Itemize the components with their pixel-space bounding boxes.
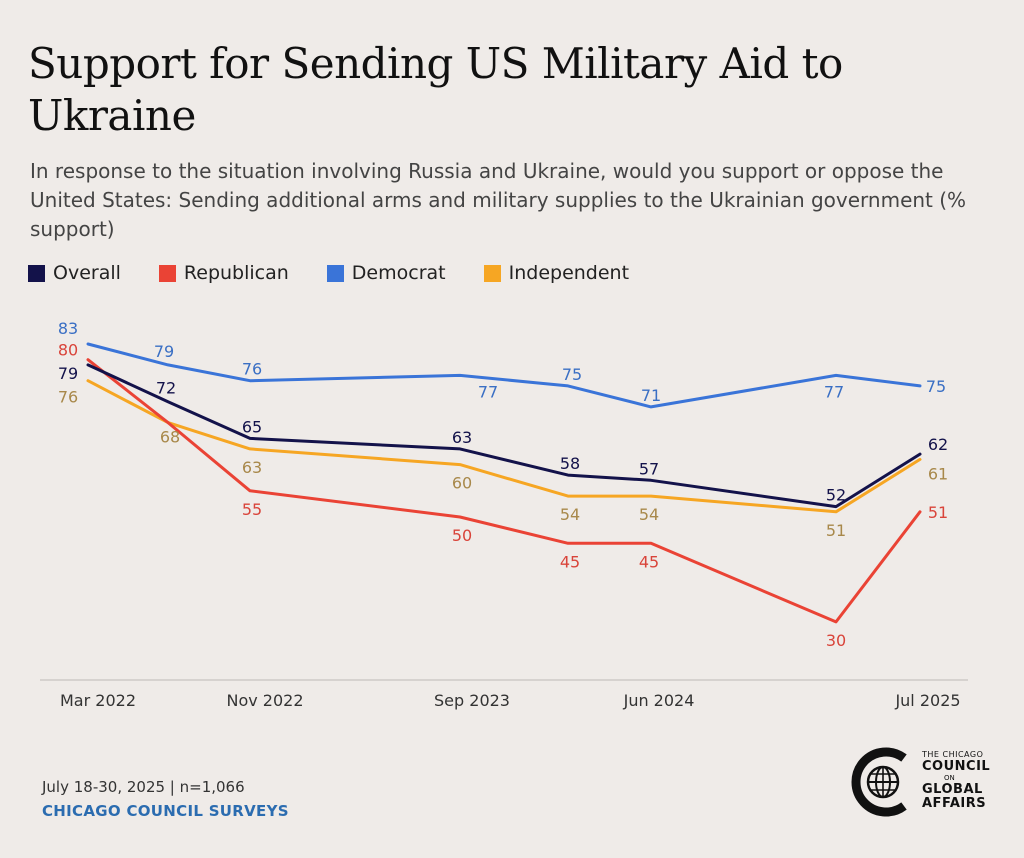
data-label-overall: 72 (156, 379, 176, 398)
data-label-overall: 65 (242, 417, 262, 436)
series-line-democrat (86, 342, 922, 409)
data-label-independent: 68 (160, 428, 180, 447)
data-label-independent: 51 (826, 521, 846, 540)
data-label-republican: 45 (560, 552, 580, 571)
data-label-independent: 61 (928, 464, 948, 483)
legend-label-democrat: Democrat (351, 262, 446, 284)
x-tick-label: Jul 2025 (894, 691, 960, 710)
legend-swatch-democrat (326, 264, 344, 282)
x-tick-label: Mar 2022 (60, 691, 136, 710)
data-label-democrat: 75 (562, 365, 582, 384)
data-label-republican: 80 (58, 341, 78, 360)
source-label: CHICAGO COUNCIL SURVEYS (42, 802, 289, 820)
x-tick-label: Jun 2024 (623, 691, 695, 710)
legend-item-independent: Independent (483, 262, 630, 284)
data-label-democrat: 71 (641, 386, 661, 405)
legend-label-independent: Independent (508, 262, 630, 284)
data-label-independent: 54 (560, 505, 580, 524)
data-label-democrat: 77 (824, 382, 844, 401)
logo-text: THE CHICAGO COUNCIL ON GLOBAL AFFAIRS (922, 750, 1002, 811)
data-label-independent: 54 (639, 505, 659, 524)
logo-c-icon (851, 747, 907, 817)
survey-date: July 18-30, 2025 | n=1,066 (42, 778, 245, 796)
data-label-independent: 63 (242, 458, 262, 477)
logo-line-1: THE CHICAGO (922, 750, 984, 759)
data-label-republican: 30 (826, 631, 846, 650)
x-tick-label: Nov 2022 (226, 691, 303, 710)
data-label-republican: 51 (928, 503, 948, 522)
logo-line-4: GLOBAL (922, 782, 983, 797)
chicago-council-logo: THE CHICAGO COUNCIL ON GLOBAL AFFAIRS (848, 742, 998, 822)
logo-line-5: AFFAIRS (922, 796, 987, 811)
series-line-independent (86, 379, 922, 514)
data-label-republican: 45 (639, 552, 659, 571)
data-label-democrat: 79 (154, 342, 174, 361)
data-label-overall: 63 (452, 428, 472, 447)
legend-label-republican: Republican (183, 262, 289, 284)
data-label-democrat: 77 (478, 382, 498, 401)
chart-subtitle: In response to the situation involving R… (30, 159, 967, 241)
series-line-overall (86, 363, 922, 509)
data-label-overall: 52 (826, 486, 846, 505)
data-label-overall: 62 (928, 435, 948, 454)
legend-swatch-overall (28, 264, 45, 282)
data-label-republican: 55 (242, 500, 262, 519)
data-label-independent: 60 (452, 474, 472, 493)
line-chart: Mar 2022 Nov 2022 Sep 2023 Jun 2024 Jul 2025… (40, 319, 968, 710)
data-label-overall: 58 (560, 454, 580, 473)
legend-item-republican: Republican (158, 262, 289, 284)
series-line-republican (86, 358, 922, 624)
logo-line-2: COUNCIL (922, 759, 991, 774)
legend-label-overall: Overall (53, 262, 121, 284)
legend-item-overall: Overall (28, 262, 121, 284)
legend-swatch-independent (483, 264, 501, 282)
chart-title: Support for Sending US Military Aid to U… (28, 39, 843, 140)
data-label-republican: 50 (452, 526, 472, 545)
legend-swatch-republican (158, 264, 176, 282)
legend: Overall Republican Democrat Independent (28, 260, 667, 286)
data-label-overall: 79 (58, 364, 78, 383)
logo-line-3: ON (944, 774, 955, 782)
data-label-independent: 76 (58, 388, 78, 407)
data-label-democrat: 76 (242, 360, 262, 379)
data-label-overall: 57 (639, 459, 659, 478)
x-tick-label: Sep 2023 (434, 691, 510, 710)
data-label-democrat: 75 (926, 377, 946, 396)
legend-item-democrat: Democrat (326, 262, 446, 284)
data-label-democrat: 83 (58, 319, 78, 338)
